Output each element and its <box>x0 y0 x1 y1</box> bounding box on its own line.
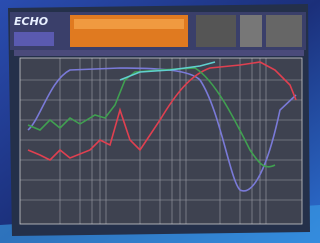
gray-panel <box>266 15 302 47</box>
header-box <box>14 32 54 46</box>
logo: ECHO <box>14 15 48 28</box>
page: ECHO (() => { const data = JSON.parse(do… <box>0 0 320 243</box>
gray-panel <box>240 15 262 47</box>
orange-strip <box>74 19 184 29</box>
photo: ECHO <box>0 0 320 243</box>
gray-panel <box>196 15 236 47</box>
label-strip <box>14 50 304 56</box>
